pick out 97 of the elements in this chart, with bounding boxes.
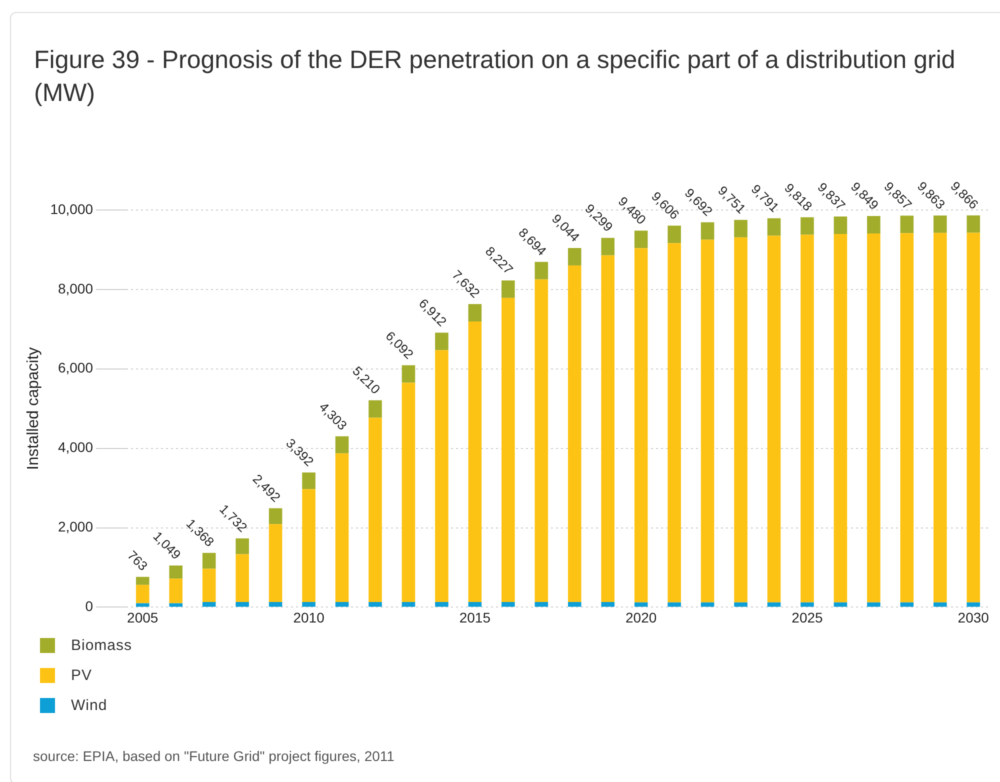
bar — [767, 602, 781, 607]
bar — [268, 602, 282, 607]
bar — [934, 232, 947, 602]
x-tick-label: 2015 — [459, 609, 491, 626]
bar — [601, 238, 614, 256]
bar — [435, 332, 448, 350]
x-tick-label: 2030 — [958, 609, 990, 626]
x-tick-label: 2025 — [792, 609, 824, 626]
bar — [169, 566, 183, 579]
bar — [468, 322, 482, 602]
bar — [900, 216, 914, 234]
bar — [169, 603, 183, 607]
bar — [335, 436, 349, 454]
source-note: source: EPIA, based on "Future Grid" project figures, 2011 — [33, 748, 394, 764]
bar — [435, 602, 448, 607]
x-tick-label: 2005 — [127, 609, 158, 626]
bar — [202, 552, 216, 569]
bar — [601, 255, 614, 602]
x-tick-label: 2010 — [293, 609, 325, 626]
y-tick-label: 10,000 — [50, 200, 94, 217]
bar — [202, 602, 216, 607]
y-tick-label: 0 — [85, 598, 94, 614]
bar — [767, 218, 781, 236]
bar — [136, 603, 150, 607]
bar — [268, 524, 282, 602]
bar — [867, 216, 880, 234]
bar — [534, 279, 548, 602]
bar — [335, 602, 349, 607]
bar — [402, 602, 416, 607]
bar — [668, 602, 681, 607]
bar — [502, 298, 515, 602]
bar — [966, 215, 980, 233]
legend-label: Wind — [71, 696, 108, 714]
bar — [634, 248, 648, 602]
bar — [468, 602, 482, 607]
bar — [934, 215, 947, 233]
bar — [534, 602, 548, 607]
bar — [734, 220, 748, 238]
bar — [966, 232, 980, 602]
bar — [634, 602, 648, 607]
y-tick-label: 2,000 — [58, 518, 94, 535]
bar — [867, 602, 880, 607]
total-label: 763 — [124, 548, 151, 574]
y-tick-label: 4,000 — [58, 439, 94, 456]
bar — [236, 602, 249, 607]
y-axis-title: Installed capacity — [25, 347, 42, 470]
bar — [568, 602, 582, 607]
bar — [302, 472, 316, 490]
bar — [136, 576, 150, 585]
bar — [302, 602, 316, 607]
bar — [900, 233, 914, 602]
bar — [934, 602, 947, 607]
bar — [534, 262, 548, 280]
bar — [634, 230, 648, 248]
bar — [236, 538, 249, 554]
chart-title: Figure 39 - Prognosis of the DER penetration on a specific part of a distribution grid (MW) — [34, 45, 956, 109]
bar — [502, 280, 515, 298]
bar — [900, 602, 914, 607]
bar — [268, 508, 282, 524]
bar — [700, 222, 714, 240]
bar — [302, 489, 316, 602]
bar — [834, 602, 848, 607]
bar — [468, 304, 482, 322]
bar — [867, 233, 880, 602]
bar — [202, 568, 216, 602]
bar — [568, 265, 582, 602]
bar — [834, 234, 848, 602]
bar — [767, 236, 781, 602]
bar — [236, 554, 249, 602]
y-tick-label: 8,000 — [58, 280, 94, 296]
x-tick-label: 2020 — [626, 609, 657, 626]
bar — [368, 418, 382, 602]
bar — [402, 382, 416, 602]
bar — [335, 453, 349, 602]
bar — [169, 578, 183, 604]
bar — [502, 602, 515, 607]
bar — [402, 365, 416, 383]
bar — [368, 602, 382, 607]
bar — [601, 602, 614, 607]
bar — [435, 350, 448, 602]
legend-label: PV — [71, 666, 92, 684]
bar — [368, 400, 382, 418]
bar — [800, 217, 814, 235]
bar — [800, 602, 814, 607]
bar — [734, 237, 748, 602]
bar — [734, 602, 748, 607]
bar — [834, 216, 848, 234]
bar — [668, 243, 681, 602]
y-tick-label: 6,000 — [58, 360, 94, 376]
bar — [136, 584, 150, 604]
bar — [700, 240, 714, 602]
bar — [568, 248, 582, 266]
bar — [800, 234, 814, 602]
legend-label: Biomass — [71, 636, 132, 654]
bar — [700, 602, 714, 607]
bar — [668, 226, 681, 244]
bar — [966, 602, 980, 607]
